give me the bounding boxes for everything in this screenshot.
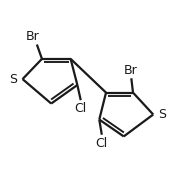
Text: Br: Br (124, 64, 137, 77)
Text: Cl: Cl (96, 137, 108, 150)
Text: S: S (9, 73, 17, 86)
Text: Br: Br (26, 30, 40, 44)
Text: S: S (159, 108, 167, 121)
Text: Cl: Cl (75, 102, 87, 115)
